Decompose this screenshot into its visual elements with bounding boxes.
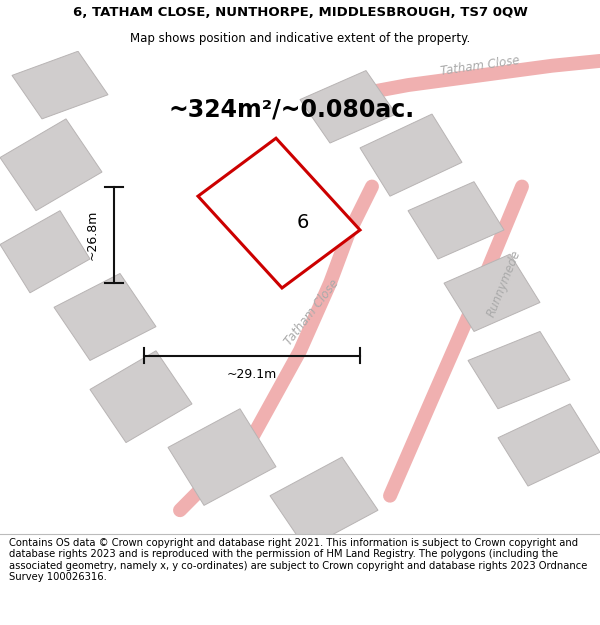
Text: Tatham Close: Tatham Close <box>440 54 520 78</box>
Text: Map shows position and indicative extent of the property.: Map shows position and indicative extent… <box>130 32 470 45</box>
Text: ~29.1m: ~29.1m <box>227 368 277 381</box>
Polygon shape <box>468 331 570 409</box>
Polygon shape <box>360 114 462 196</box>
Text: 6, TATHAM CLOSE, NUNTHORPE, MIDDLESBROUGH, TS7 0QW: 6, TATHAM CLOSE, NUNTHORPE, MIDDLESBROUG… <box>73 6 527 19</box>
Polygon shape <box>168 409 276 506</box>
Text: ~324m²/~0.080ac.: ~324m²/~0.080ac. <box>168 98 414 121</box>
Text: Contains OS data © Crown copyright and database right 2021. This information is : Contains OS data © Crown copyright and d… <box>9 538 587 582</box>
Polygon shape <box>12 51 108 119</box>
Polygon shape <box>198 138 360 288</box>
Polygon shape <box>270 457 378 549</box>
Polygon shape <box>54 274 156 361</box>
Polygon shape <box>498 404 600 486</box>
Text: ~26.8m: ~26.8m <box>86 209 99 260</box>
Text: Tatham Close: Tatham Close <box>282 277 342 348</box>
Polygon shape <box>0 119 102 211</box>
Polygon shape <box>90 351 192 442</box>
Text: Runnymede: Runnymede <box>485 248 523 319</box>
Polygon shape <box>300 71 396 143</box>
Polygon shape <box>408 182 504 259</box>
Text: 6: 6 <box>297 213 309 232</box>
Polygon shape <box>444 254 540 331</box>
Polygon shape <box>0 211 90 292</box>
